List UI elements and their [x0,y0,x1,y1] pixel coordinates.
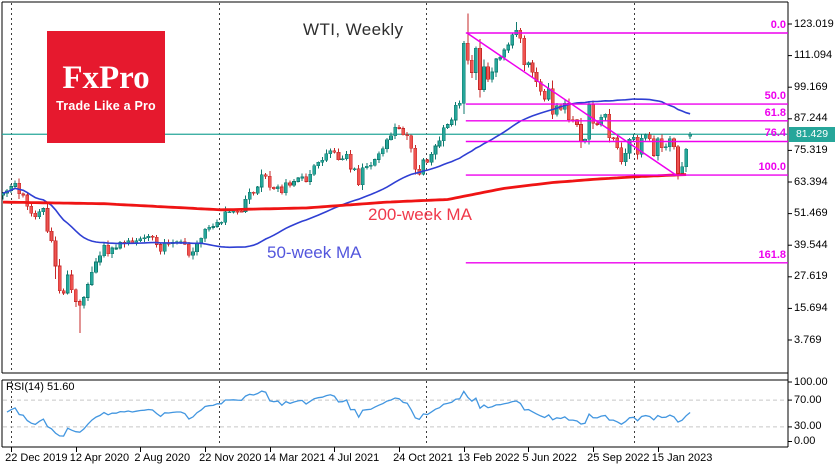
price-tick-label: 51.469 [794,207,828,220]
price-tick-label: 87.244 [794,112,828,125]
ma50-annotation: 50-week MA [267,243,362,262]
price-tick-label: 63.394 [794,175,828,188]
date-tick-label: 22 Nov 2020 [199,452,262,464]
fib-level-label: 61.8 [764,106,786,119]
fxpro-logo-word: FxPro [62,60,150,96]
price-tick-label: 75.319 [794,143,828,156]
rsi-tick-label: 30.00 [794,420,822,433]
date-tick-label: 24 Oct 2021 [393,452,454,464]
date-tick-label: 4 Jul 2021 [328,452,380,464]
price-tick-label: 27.619 [794,270,828,283]
price-tick-label: 39.544 [794,238,828,251]
fib-level-label: 161.8 [758,248,786,261]
fib-level-label: 50.0 [764,90,786,103]
chart-title: WTI, Weekly [303,20,404,39]
price-tick-label: 111.094 [794,49,833,62]
date-tick-label: 25 Sep 2022 [587,452,650,464]
fxpro-logo: FxPro Trade Like a Pro [47,31,165,143]
date-tick-label: 2 Aug 2020 [134,452,191,464]
price-tick-label: 15.694 [794,301,828,314]
rsi-tick-label: 70.00 [794,393,822,406]
date-tick-label: 5 Jun 2022 [522,452,577,464]
current-price-badge: 81.429 [789,127,835,142]
ma200-annotation: 200-week MA [368,205,472,224]
rsi-tick-label: 100.00 [794,375,828,388]
rsi-indicator-label: RSI(14) 51.60 [6,381,75,393]
price-tick-label: 123.019 [794,17,834,30]
fib-level-label: 0.0 [770,19,786,31]
date-tick-label: 12 Apr 2020 [69,452,130,464]
date-tick-label: 15 Jan 2023 [651,452,713,464]
fib-level-label: 76.4 [764,127,786,140]
fxpro-logo-tagline: Trade Like a Pro [56,99,156,113]
date-tick-label: 22 Dec 2019 [5,452,68,464]
rsi-tick-label: 0.00 [794,435,816,447]
price-tick-label: 3.769 [794,333,822,346]
price-tick-label: 99.169 [794,80,828,93]
date-tick-label: 14 Mar 2021 [263,452,326,464]
date-tick-label: 13 Feb 2022 [457,452,520,464]
fib-level-label: 100.0 [758,161,786,174]
